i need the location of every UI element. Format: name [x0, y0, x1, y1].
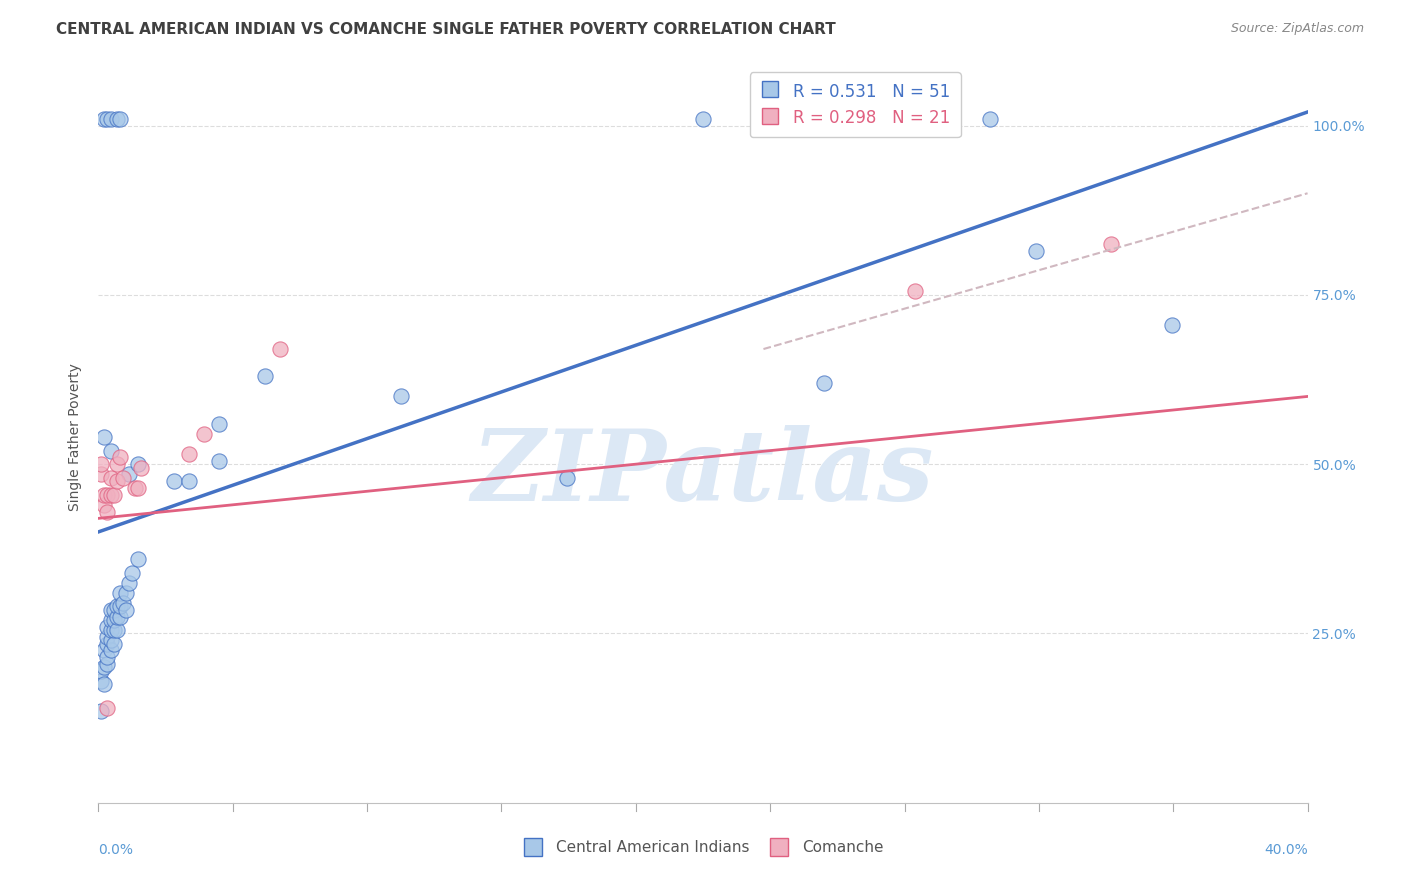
Point	[127, 457, 149, 471]
Point	[1024, 244, 1046, 258]
Point	[105, 623, 128, 637]
Point	[93, 660, 115, 674]
Point	[90, 673, 112, 688]
Point	[105, 599, 128, 614]
Point	[96, 657, 118, 671]
Point	[114, 603, 136, 617]
Point	[127, 552, 149, 566]
Point	[118, 467, 141, 482]
Point	[179, 447, 201, 461]
Point	[100, 643, 122, 657]
Point	[100, 443, 122, 458]
Point	[103, 488, 125, 502]
Point	[979, 112, 1001, 126]
Point	[100, 471, 122, 485]
Point	[100, 488, 122, 502]
Point	[93, 498, 115, 512]
Point	[111, 471, 134, 485]
Point	[904, 285, 927, 299]
Point	[96, 112, 118, 126]
Point	[96, 505, 118, 519]
Point	[103, 603, 125, 617]
Point	[179, 474, 201, 488]
Point	[163, 474, 186, 488]
Point	[100, 623, 122, 637]
Point	[105, 474, 128, 488]
Point	[105, 112, 128, 126]
Text: 40.0%: 40.0%	[1264, 843, 1308, 857]
Point	[93, 112, 115, 126]
Point	[124, 481, 146, 495]
Point	[96, 620, 118, 634]
Point	[108, 112, 131, 126]
Point	[105, 457, 128, 471]
Text: 0.0%: 0.0%	[98, 843, 134, 857]
Point	[96, 630, 118, 644]
Point	[114, 586, 136, 600]
Point	[103, 613, 125, 627]
Point	[90, 467, 112, 482]
Point	[108, 609, 131, 624]
Point	[118, 575, 141, 590]
Y-axis label: Single Father Poverty: Single Father Poverty	[69, 363, 83, 511]
Point	[108, 586, 131, 600]
Point	[208, 454, 231, 468]
Point	[100, 112, 122, 126]
Point	[103, 623, 125, 637]
Point	[111, 596, 134, 610]
Point	[121, 566, 143, 580]
Point	[100, 613, 122, 627]
Point	[100, 603, 122, 617]
Point	[105, 609, 128, 624]
Point	[90, 664, 112, 678]
Point	[100, 633, 122, 648]
Point	[269, 342, 291, 356]
Point	[90, 705, 112, 719]
Point	[103, 637, 125, 651]
Point	[1160, 318, 1182, 333]
Point	[108, 599, 131, 614]
Text: ZIPatlas: ZIPatlas	[472, 425, 934, 522]
Point	[96, 650, 118, 665]
Point	[93, 430, 115, 444]
Text: Source: ZipAtlas.com: Source: ZipAtlas.com	[1230, 22, 1364, 36]
Point	[90, 457, 112, 471]
Point	[208, 417, 231, 431]
Point	[813, 376, 835, 390]
Point	[96, 637, 118, 651]
Point	[692, 112, 714, 126]
Point	[389, 389, 412, 403]
Point	[96, 701, 118, 715]
Point	[93, 488, 115, 502]
Legend: Central American Indians, Comanche: Central American Indians, Comanche	[516, 834, 890, 861]
Point	[127, 481, 149, 495]
Point	[129, 460, 152, 475]
Point	[93, 643, 115, 657]
Point	[93, 677, 115, 691]
Point	[555, 471, 578, 485]
Point	[193, 426, 215, 441]
Text: CENTRAL AMERICAN INDIAN VS COMANCHE SINGLE FATHER POVERTY CORRELATION CHART: CENTRAL AMERICAN INDIAN VS COMANCHE SING…	[56, 22, 837, 37]
Point	[96, 488, 118, 502]
Point	[108, 450, 131, 465]
Point	[1099, 237, 1122, 252]
Point	[253, 369, 276, 384]
